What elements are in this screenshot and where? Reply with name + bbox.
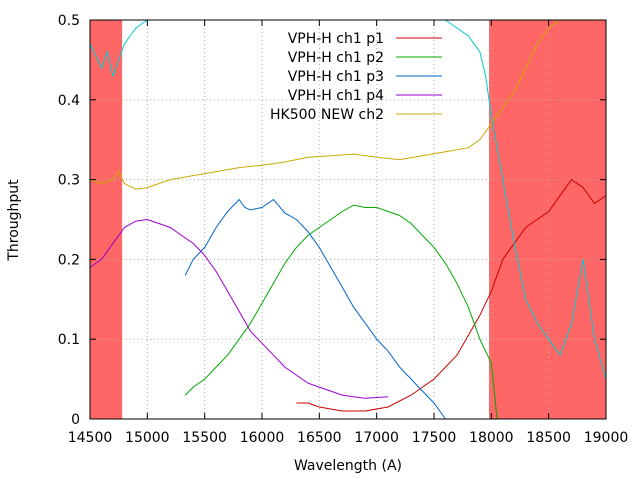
x-tick-label: 19000 — [584, 430, 629, 446]
legend-label: VPH-H ch1 p4 — [288, 88, 384, 104]
y-tick-label: 0.4 — [58, 93, 80, 109]
legend-label: VPH-H ch1 p1 — [288, 31, 384, 47]
series-line-2 — [184, 204, 498, 420]
x-tick-label: 15500 — [182, 430, 227, 446]
x-tick-label: 18000 — [469, 430, 514, 446]
x-tick-label: 18500 — [526, 430, 571, 446]
shaded-region-2 — [489, 20, 606, 419]
series-line-4 — [89, 218, 389, 399]
x-tick-label: 17500 — [412, 430, 457, 446]
x-axis-label: Wavelength (A) — [294, 458, 402, 474]
grid — [90, 20, 606, 419]
plot-frame — [89, 19, 607, 420]
x-tick-label: 14500 — [68, 430, 113, 446]
y-tick-label: 0.5 — [58, 13, 80, 29]
shaded-region-1 — [90, 20, 123, 419]
y-tick-label: 0.3 — [58, 173, 80, 189]
y-axis-label: Throughput — [6, 179, 22, 262]
series-line-3 — [184, 198, 446, 420]
legend-label: HK500 NEW ch2 — [270, 107, 384, 123]
x-tick-label: 17000 — [354, 430, 399, 446]
x-tick-label: 15000 — [125, 430, 170, 446]
legend-label: VPH-H ch1 p3 — [288, 69, 384, 85]
series-lines — [89, 19, 607, 420]
shaded-regions — [90, 20, 606, 419]
legend: VPH-H ch1 p1 VPH-H ch1 p2 VPH-H ch1 p3 VPH-… — [270, 31, 442, 123]
legend-label: VPH-H ch1 p2 — [288, 50, 384, 66]
series-line-5 — [89, 19, 606, 190]
x-tick-label: 16500 — [297, 430, 342, 446]
y-tick-label: 0.1 — [58, 332, 80, 348]
axes-ticks: 14500 15000 15500 16000 16500 17000 17500 18000… — [58, 13, 629, 446]
x-tick-label: 16000 — [240, 430, 285, 446]
y-tick-label: 0 — [71, 412, 80, 428]
y-tick-label: 0.2 — [58, 252, 80, 268]
series-line-1 — [296, 178, 607, 412]
